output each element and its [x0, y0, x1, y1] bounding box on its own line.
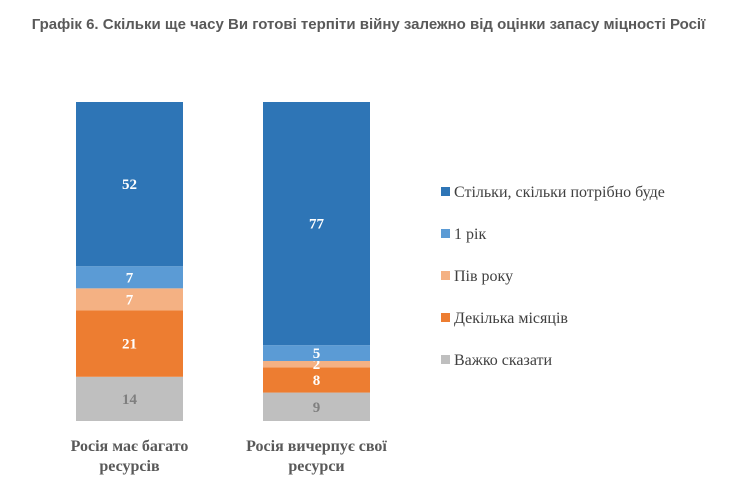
legend-swatch: [441, 271, 450, 280]
bar-segment: [263, 102, 370, 346]
legend-label: Декілька місяців: [454, 310, 568, 327]
data-label: 7: [126, 292, 134, 308]
data-label: 8: [313, 373, 321, 389]
data-label: 21: [122, 337, 137, 353]
data-label: 52: [122, 177, 137, 193]
category-label: ресурси: [288, 458, 344, 475]
bar-segment: [263, 367, 370, 393]
data-label: 14: [122, 392, 138, 408]
data-label: 5: [313, 346, 321, 362]
bar-segment: [76, 310, 183, 377]
bar-segment: [76, 376, 183, 421]
legend-swatch: [441, 313, 450, 322]
bar-segment: [263, 392, 370, 421]
bar-segment: [76, 266, 183, 289]
legend-swatch: [441, 355, 450, 364]
category-labels: Росія має багато ресурсів Росія вичерпує с…: [71, 438, 388, 475]
legend-label: Важко сказати: [454, 352, 553, 369]
legend-label: 1 рік: [454, 226, 486, 243]
legend: Стільки, скільки потрібно буде 1 рік Пів р…: [441, 184, 665, 369]
bar-segment: [76, 288, 183, 311]
legend-label: Пів року: [454, 268, 513, 285]
legend-swatch: [441, 187, 450, 196]
category-label: ресурсів: [99, 458, 160, 475]
legend-swatch: [441, 229, 450, 238]
chart-title: Графік 6. Скільки ще часу Ви готові терп…: [31, 16, 706, 33]
bar-segment: [263, 345, 370, 361]
legend-label: Стільки, скільки потрібно буде: [454, 184, 665, 201]
category-label: Росія має багато: [71, 438, 189, 455]
bar-segment: [263, 360, 370, 368]
data-label: 9: [313, 400, 321, 416]
data-label: 7: [126, 270, 134, 286]
data-label: 77: [309, 217, 325, 233]
bar-segment: [76, 102, 183, 267]
category-label: Росія вичерпує свої: [246, 438, 387, 455]
data-label: 2: [313, 357, 321, 373]
